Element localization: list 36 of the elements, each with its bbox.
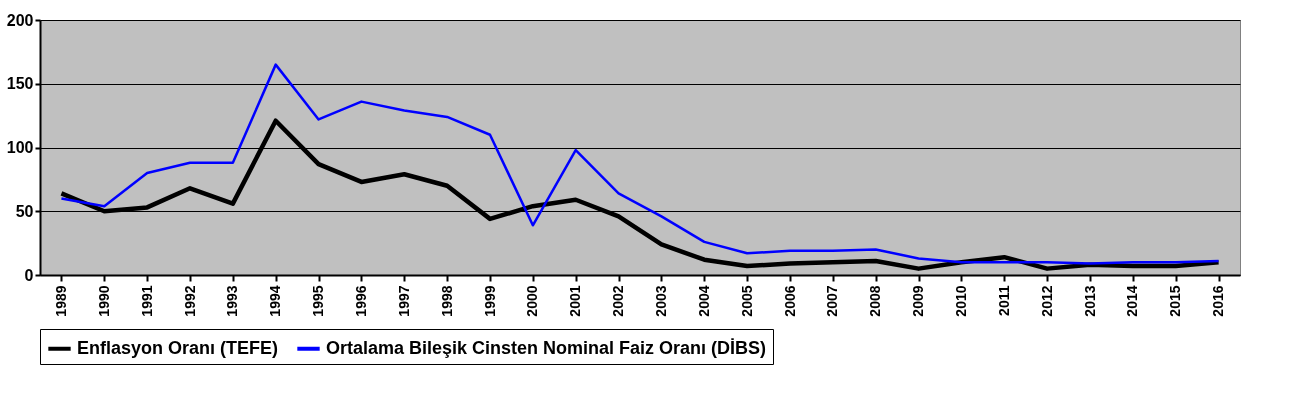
x-tick-label: 1996 [352, 285, 369, 317]
x-tick-label: 1991 [138, 285, 155, 317]
x-tick-label: 2011 [995, 285, 1012, 316]
x-tick-label: 2013 [1081, 285, 1098, 317]
legend-label: Ortalama Bileşik Cinsten Nominal Faiz Oranı (DİBS) [326, 337, 767, 358]
x-tick-label: 2012 [1038, 285, 1055, 317]
line-series [60, 63, 1220, 265]
y-tick-label: 50 [15, 202, 34, 220]
x-tick-label: 2016 [1210, 285, 1227, 317]
x-tick-label: 2002 [610, 285, 627, 317]
x-tick-label: 1992 [181, 285, 198, 317]
x-tick-label: 1994 [267, 285, 284, 317]
x-tick-label: 2009 [910, 285, 927, 317]
x-tick-label: 1993 [224, 285, 241, 317]
x-tick-label: 2015 [1167, 285, 1184, 317]
x-tick-label: 2004 [695, 285, 712, 317]
x-tick-label: 1999 [481, 285, 498, 317]
y-tick-label: 200 [6, 11, 34, 29]
x-tick-label: 2008 [867, 285, 884, 317]
x-tick-label: 2010 [952, 285, 969, 317]
x-tick-label: 1990 [95, 285, 112, 317]
x-tick-label: 2007 [824, 285, 841, 317]
x-tick-label: 2005 [738, 285, 755, 317]
y-tick-label: 150 [6, 75, 34, 93]
x-tick-label: 1989 [52, 285, 69, 317]
x-tick-label: 2003 [652, 285, 669, 317]
x-tick-label: 2014 [1124, 285, 1141, 317]
x-tick-label: 2000 [524, 285, 541, 317]
x-tick-label: 2006 [781, 285, 798, 317]
x-tick-label: 1995 [310, 285, 327, 317]
y-tick-label: 0 [24, 266, 34, 284]
x-tick-label: 1998 [438, 285, 455, 317]
x-tick-label: 1997 [395, 285, 412, 317]
y-tick-label: 100 [6, 139, 34, 156]
legend-label: Enflasyon Oranı (TEFE) [77, 337, 279, 358]
x-tick-label: 2001 [567, 285, 584, 317]
